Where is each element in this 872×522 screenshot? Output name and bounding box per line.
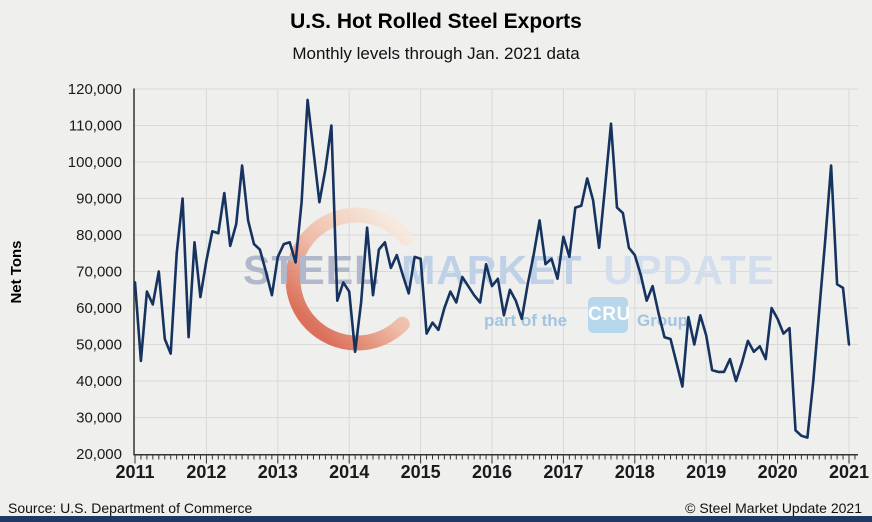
x-axis-year-label: 2019: [686, 462, 726, 482]
chart-title: U.S. Hot Rolled Steel Exports: [290, 10, 582, 33]
x-axis-year-label: 2014: [329, 462, 369, 482]
y-axis-title: Net Tons: [8, 240, 25, 303]
y-axis-tick-label: 80,000: [76, 227, 122, 244]
y-axis-tick-label: 90,000: [76, 191, 122, 208]
x-axis-year-label: 2011: [115, 462, 154, 482]
x-axis-year-label: 2017: [543, 462, 583, 482]
exports-data-line: [133, 98, 851, 439]
y-axis-tick-label: 120,000: [68, 81, 122, 98]
x-axis-year-label: 2015: [401, 462, 441, 482]
y-axis-tick-label: 40,000: [76, 373, 122, 390]
x-axis-year-label: 2013: [258, 462, 298, 482]
bottom-accent-bar: [0, 516, 872, 522]
y-axis-tick-label: 100,000: [68, 154, 122, 171]
x-axis-year-label: 2018: [615, 462, 655, 482]
y-axis-tick-label: 50,000: [76, 337, 122, 354]
x-axis-year-label: 2020: [758, 462, 798, 482]
x-axis-year-label: 2012: [186, 462, 226, 482]
copyright-note: © Steel Market Update 2021: [685, 500, 862, 516]
x-axis-year-label: 2016: [472, 462, 512, 482]
source-note: Source: U.S. Department of Commerce: [8, 500, 253, 516]
y-axis-tick-label: 70,000: [76, 264, 122, 281]
y-axis-tick-label: 60,000: [76, 300, 122, 317]
x-axis-year-label: 2021: [829, 462, 869, 482]
chart-subtitle: Monthly levels through Jan. 2021 data: [292, 44, 580, 63]
y-axis-tick-label: 20,000: [76, 446, 122, 463]
y-axis-tick-label: 110,000: [69, 118, 122, 135]
y-axis-tick-label: 30,000: [76, 410, 122, 427]
